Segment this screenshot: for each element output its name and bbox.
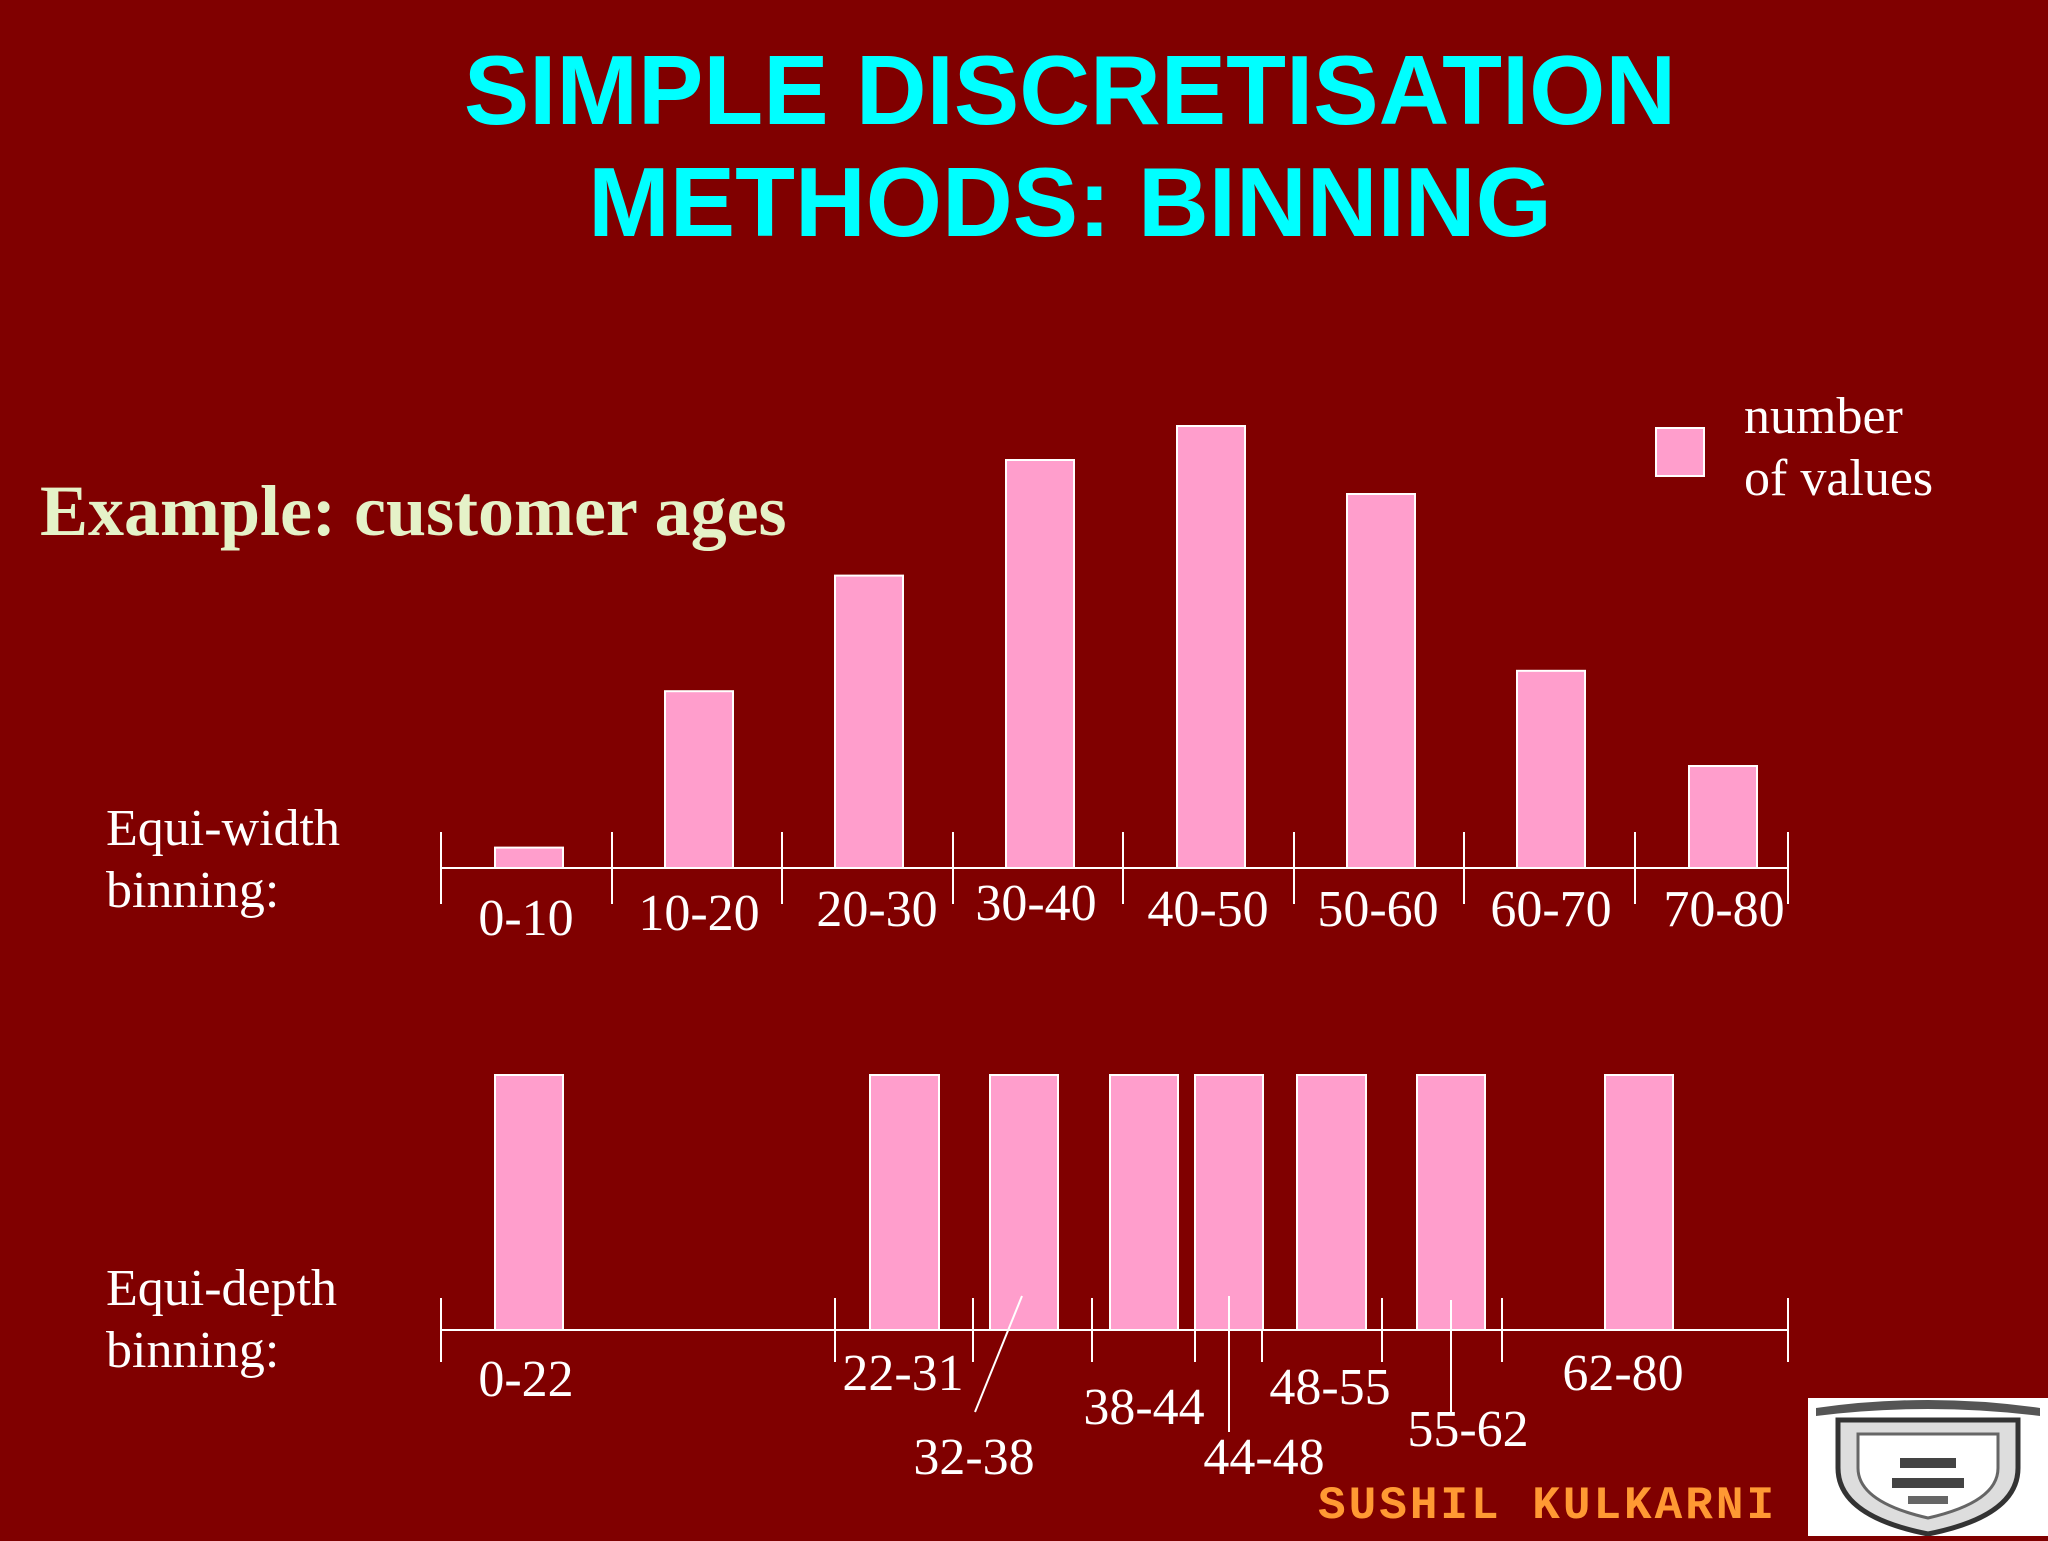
legend-label-line2: of values	[1744, 450, 1934, 507]
equi-width-tick-label-70-80: 70-80	[1663, 881, 1784, 938]
equi-depth-bar-22-31	[869, 1074, 940, 1331]
equi-width-bar-50-60	[1346, 493, 1416, 869]
equi-width-bar-70-80	[1688, 765, 1758, 869]
slide-title-line2: METHODS: BINNING	[588, 147, 1552, 257]
equi-depth-bar-38-44	[1109, 1074, 1179, 1331]
equi-depth-bar-44-48	[1194, 1074, 1264, 1331]
example-subtitle: Example: customer ages	[40, 471, 787, 551]
equi-depth-tick-label-0-22: 0-22	[478, 1351, 573, 1408]
equi-depth-bar-32-38	[989, 1074, 1059, 1331]
equi-depth-bar-48-55	[1296, 1074, 1367, 1331]
equi-width-tick-label-20-30: 20-30	[816, 881, 937, 938]
equi-width-bar-10-20	[664, 690, 734, 870]
equi-depth-label-line2: binning:	[106, 1322, 280, 1379]
equi-width-tick-label-60-70: 60-70	[1490, 881, 1611, 938]
equi-depth-bar-0-22	[494, 1074, 564, 1331]
author-footer: SUSHIL KULKARNI	[1318, 1480, 1778, 1532]
equi-width-tick-label-50-60: 50-60	[1317, 881, 1438, 938]
legend-label: number of values	[1744, 386, 1933, 510]
equi-depth-tick-label-44-48: 44-48	[1203, 1429, 1324, 1486]
equi-depth-label-line1: Equi-depth	[106, 1260, 338, 1317]
equi-width-tick-label-10-20: 10-20	[638, 885, 759, 942]
slide-title-line1: SIMPLE DISCRETISATION	[463, 35, 1677, 145]
leader-line-32-38	[974, 1295, 1023, 1413]
legend-label-line1: number	[1744, 388, 1903, 445]
equi-width-bar-0-10	[494, 846, 564, 869]
equi-depth-bar-55-62	[1416, 1074, 1486, 1331]
legend-swatch	[1655, 427, 1705, 477]
equi-depth-bar-62-80	[1604, 1074, 1674, 1331]
equi-width-bar-20-30	[834, 574, 904, 869]
equi-width-tick-label-30-40: 30-40	[975, 875, 1096, 932]
equi-depth-tick-label-62-80: 62-80	[1562, 1345, 1683, 1402]
equi-width-label: Equi-width binning:	[106, 798, 340, 922]
equi-depth-tick-label-48-55: 48-55	[1269, 1359, 1390, 1416]
equi-depth-label: Equi-depth binning:	[106, 1258, 337, 1382]
equi-depth-tick-label-55-62: 55-62	[1407, 1401, 1528, 1458]
equi-width-tick-label-0-10: 0-10	[478, 890, 573, 947]
equi-depth-tick-label-22-31: 22-31	[842, 1345, 963, 1402]
equi-width-bar-60-70	[1516, 669, 1586, 869]
equi-width-label-line2: binning:	[106, 862, 280, 919]
slide-title: SIMPLE DISCRETISATION METHODS: BINNING	[0, 34, 2048, 258]
equi-width-bar-30-40	[1005, 459, 1075, 869]
university-crest-icon	[1808, 1398, 2048, 1537]
equi-width-bar-40-50	[1176, 425, 1246, 869]
equi-width-label-line1: Equi-width	[106, 800, 340, 857]
equi-depth-tick-label-32-38: 32-38	[913, 1429, 1034, 1486]
equi-depth-tick-label-38-44: 38-44	[1083, 1379, 1204, 1436]
equi-width-tick-label-40-50: 40-50	[1147, 881, 1268, 938]
